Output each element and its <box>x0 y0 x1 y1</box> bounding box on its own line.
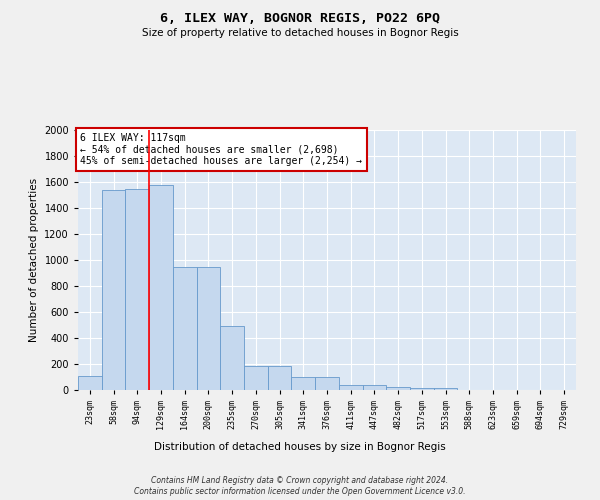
Bar <box>173 266 197 390</box>
Bar <box>410 388 434 390</box>
Bar <box>125 188 149 390</box>
Bar <box>292 377 315 390</box>
Text: Size of property relative to detached houses in Bognor Regis: Size of property relative to detached ho… <box>142 28 458 38</box>
Y-axis label: Number of detached properties: Number of detached properties <box>29 178 39 342</box>
Bar <box>386 387 410 390</box>
Bar <box>102 190 125 390</box>
Text: Distribution of detached houses by size in Bognor Regis: Distribution of detached houses by size … <box>154 442 446 452</box>
Bar <box>244 366 268 390</box>
Text: 6 ILEX WAY: 117sqm
← 54% of detached houses are smaller (2,698)
45% of semi-deta: 6 ILEX WAY: 117sqm ← 54% of detached hou… <box>80 132 362 166</box>
Text: Contains public sector information licensed under the Open Government Licence v3: Contains public sector information licen… <box>134 488 466 496</box>
Bar <box>268 366 292 390</box>
Bar <box>315 377 339 390</box>
Bar <box>339 386 362 390</box>
Bar <box>434 388 457 390</box>
Text: 6, ILEX WAY, BOGNOR REGIS, PO22 6PQ: 6, ILEX WAY, BOGNOR REGIS, PO22 6PQ <box>160 12 440 26</box>
Bar <box>362 386 386 390</box>
Bar <box>197 266 220 390</box>
Bar <box>149 184 173 390</box>
Bar <box>78 376 102 390</box>
Text: Contains HM Land Registry data © Crown copyright and database right 2024.: Contains HM Land Registry data © Crown c… <box>151 476 449 485</box>
Bar <box>220 326 244 390</box>
